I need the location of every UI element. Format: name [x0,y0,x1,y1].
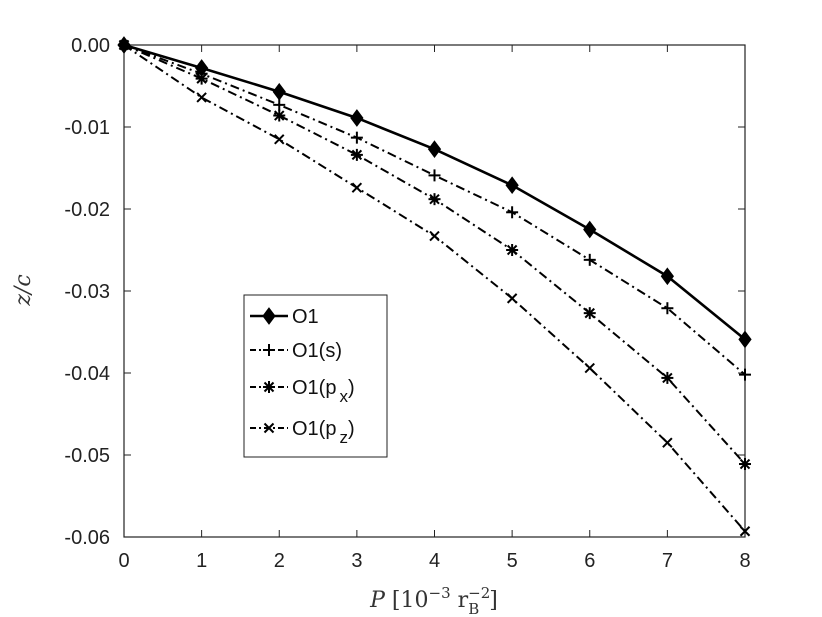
x-label-exp: −3 [429,584,451,602]
data-point [661,371,674,384]
data-point [662,437,673,448]
x-tick-label: 2 [274,550,285,572]
legend-marker [263,381,275,393]
data-point [506,206,519,219]
data-point [739,526,751,537]
data-point [584,362,595,374]
x-tick-label: 6 [584,550,595,572]
data-point [274,134,285,145]
series-line [123,44,746,465]
cross-d2 [506,293,518,304]
data-point [583,220,597,239]
y-tick-label: -0.04 [64,363,110,385]
ast-d2 [196,73,207,84]
legend-label: O1(p x) [292,377,355,406]
data-point [273,98,286,111]
data-point [196,92,207,103]
ast-d2 [506,244,518,256]
series-line [123,44,746,532]
ast-d2 [739,458,751,470]
ast-d2 [584,307,595,319]
plot-frame [123,44,746,538]
x-tick-label: 1 [196,550,207,572]
data-point [350,109,364,127]
data-point [351,182,363,193]
legend-label: O1(p z) [292,418,355,447]
y-tick-label: -0.01 [64,117,110,139]
y-tick-label: -0.03 [64,281,110,303]
x-tick-label: 5 [507,550,518,572]
data-point [506,244,519,256]
y-tick-label: -0.05 [64,445,110,467]
legend-item-2: O1(s) [250,340,342,362]
data-point [660,267,674,286]
legend-marker [263,422,275,434]
data-point [272,82,286,101]
series-4 [118,39,751,537]
x-tick-label: 0 [118,550,129,572]
data-point [739,368,751,381]
x-tick-label: 4 [429,550,440,572]
cross-d2 [263,422,275,434]
cross-d2 [118,39,130,51]
series-2 [118,39,751,381]
y-tick-label: -0.02 [64,199,110,221]
cross-d2 [196,92,207,103]
ast-d2 [274,110,285,121]
legend-label: O1 [292,306,319,328]
data-point [583,253,596,266]
ast-d2 [662,372,673,384]
ast-d2 [263,381,275,393]
cross-d2 [739,526,751,537]
y-tick-label: -0.06 [64,527,110,549]
data-point [350,131,363,144]
x-tick-label: 8 [739,550,750,572]
data-point [506,293,518,304]
x-label-close: ] [489,588,498,613]
cross-d2 [584,362,595,374]
data-point [428,169,441,182]
data-point [273,109,286,122]
cross-d2 [429,230,440,242]
data-point [429,230,440,242]
legend-label: O1(s) [292,340,342,362]
cross-d2 [351,182,363,193]
data-point [428,193,441,206]
series-layer [117,36,752,537]
series-3 [118,39,751,471]
cross-d2 [662,437,673,448]
data-point [195,72,208,85]
x-axis-label: P [10−3 r−2 B] [369,584,498,617]
legend-item-4: O1(p z) [250,418,355,447]
x-tick-label: 7 [662,550,673,572]
data-point [427,140,442,158]
data-point [739,458,751,471]
axes: 0 1 2 3 4 5 6 7 8 0.00 -0.01 -0.02 -0.03 -0.04 -0.05 -0… [64,35,750,572]
x-label-unit-exp: −2 [468,584,490,602]
series-line [123,44,746,376]
data-point [118,39,130,51]
data-point [661,302,674,315]
y-tick-label: 0.00 [71,35,110,57]
data-point [738,330,752,349]
y-axis-label: z/c [11,274,36,306]
x-label-unit-sub: B [468,600,479,617]
legend: O1 O1(s) O1(p x) O1(p z) [243,294,388,458]
x-label-open: [10 [385,588,429,613]
ast-d2 [351,149,363,161]
legend-marker [263,344,275,356]
x-label-var: P [369,588,386,613]
legend-item-3: O1(p x) [250,377,355,406]
data-point [505,176,519,195]
x-label-unit: r [451,588,469,613]
ast-d2 [429,193,440,205]
series-line [123,43,746,341]
legend-marker [262,307,276,325]
data-point [583,307,596,320]
x-tick-label: 3 [351,550,362,572]
legend-item-1: O1 [250,306,319,328]
data-point [350,148,363,161]
cross-d2 [274,134,285,145]
